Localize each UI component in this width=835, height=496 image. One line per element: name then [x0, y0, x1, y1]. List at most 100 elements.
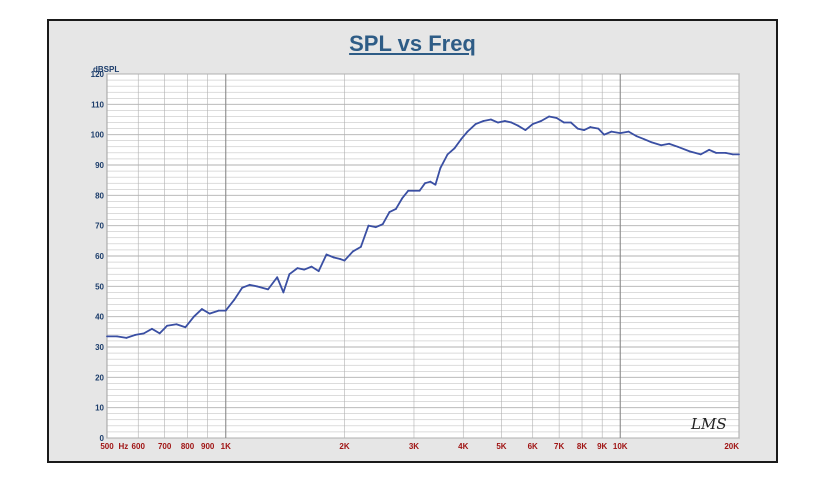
series-point [339, 258, 342, 260]
series-points [106, 115, 740, 339]
series-point [668, 142, 671, 145]
series-point [359, 246, 362, 248]
series-point [660, 144, 663, 147]
y-tick-label: 40 [95, 313, 104, 322]
series-point [597, 127, 600, 130]
series-point [367, 224, 370, 227]
series-point [256, 285, 258, 288]
x-tick-label: 2K [339, 442, 349, 451]
series-point [351, 250, 354, 253]
x-tick-label: 9K [597, 442, 607, 451]
series-point [627, 130, 630, 133]
series-point [343, 259, 346, 262]
series-point [548, 115, 550, 118]
x-tick-label: 8K [577, 442, 587, 451]
series-point [413, 189, 415, 192]
y-tick-label: 0 [100, 434, 105, 443]
series-point [333, 256, 335, 259]
series-point [474, 123, 477, 125]
series-point [434, 183, 437, 186]
chart-svg: 0 10 20 30 40 50 60 70 80 90 100 110 120 500 Hz 600 700… [91, 65, 740, 451]
grid-lines [106, 73, 740, 439]
series-point [429, 180, 432, 183]
series-point [116, 335, 118, 338]
series-point [439, 167, 442, 169]
y-tick-label: 120 [91, 70, 105, 79]
y-tick-label: 110 [91, 100, 104, 109]
series-point [158, 332, 161, 335]
series-point [497, 121, 499, 124]
series-point [563, 121, 565, 124]
series-point [589, 126, 592, 128]
series-point [424, 182, 426, 185]
x-tick-label: 20K [724, 442, 739, 451]
series-point [650, 141, 653, 144]
series-point [325, 253, 328, 256]
x-tick-label: 4K [458, 442, 468, 451]
y-tick-label: 10 [95, 404, 104, 413]
series-point [676, 145, 679, 148]
x-tick-label: 3K [409, 442, 419, 451]
series-point [688, 150, 691, 153]
series-point [731, 153, 734, 156]
series-point [317, 270, 320, 273]
series-point [248, 283, 251, 286]
y-tick-label: 90 [95, 161, 104, 170]
series-point [282, 291, 285, 294]
y-axis-label: dBSPL [93, 65, 119, 74]
x-tick-label: 7K [554, 442, 564, 451]
series-point [276, 276, 279, 279]
series-point [217, 309, 220, 312]
y-axis-ticks: 0 10 20 30 40 50 60 70 80 90 100 110 120 [91, 70, 105, 443]
series-point [407, 189, 410, 192]
series-point [233, 299, 236, 301]
series-point [503, 120, 506, 122]
series-point [184, 326, 187, 329]
series-point [635, 135, 638, 138]
series-point [303, 268, 306, 271]
series-point [516, 124, 519, 127]
series-point [531, 123, 534, 125]
series-point [540, 120, 542, 122]
series-point [619, 132, 622, 135]
series-point [489, 118, 492, 121]
series-point [524, 129, 527, 132]
series-point [510, 121, 513, 124]
series-point [603, 133, 605, 136]
chart-title: SPL vs Freq [349, 31, 476, 56]
y-tick-label: 60 [95, 252, 104, 261]
series-point [708, 148, 711, 151]
series-point [192, 315, 195, 318]
series-point [200, 308, 203, 310]
x-tick-label: 600 [132, 442, 146, 451]
y-tick-label: 70 [95, 222, 104, 231]
y-tick-label: 100 [91, 131, 105, 140]
series-point [699, 153, 702, 156]
series-point [724, 151, 727, 154]
series-point [134, 333, 137, 336]
series-point [142, 332, 145, 335]
x-tick-label: 500 [100, 442, 114, 451]
series-point [166, 324, 168, 327]
series-point [466, 130, 469, 133]
x-tick-label: 5K [496, 442, 506, 451]
series-point [288, 273, 291, 276]
x-tick-label: 900 [201, 442, 215, 451]
series-point [715, 151, 718, 154]
series-point [460, 138, 463, 141]
series-point [296, 267, 299, 270]
series-point [388, 211, 391, 213]
x-tick-label: 800 [181, 442, 195, 451]
series-point [576, 127, 579, 130]
chart-frame: SPL vs Freq 0 10 20 30 40 50 60 70 80 90 100 110 120… [47, 19, 778, 463]
series-point [224, 309, 227, 312]
y-tick-label: 80 [95, 191, 104, 200]
series-point [583, 129, 586, 132]
series-point [381, 223, 384, 226]
x-tick-label: 10K [613, 442, 628, 451]
x-tick-label: 700 [158, 442, 172, 451]
series-point [151, 327, 153, 330]
lms-logo: LMS [690, 415, 727, 433]
x-tick-label: 6K [528, 442, 538, 451]
series-point [106, 335, 108, 338]
